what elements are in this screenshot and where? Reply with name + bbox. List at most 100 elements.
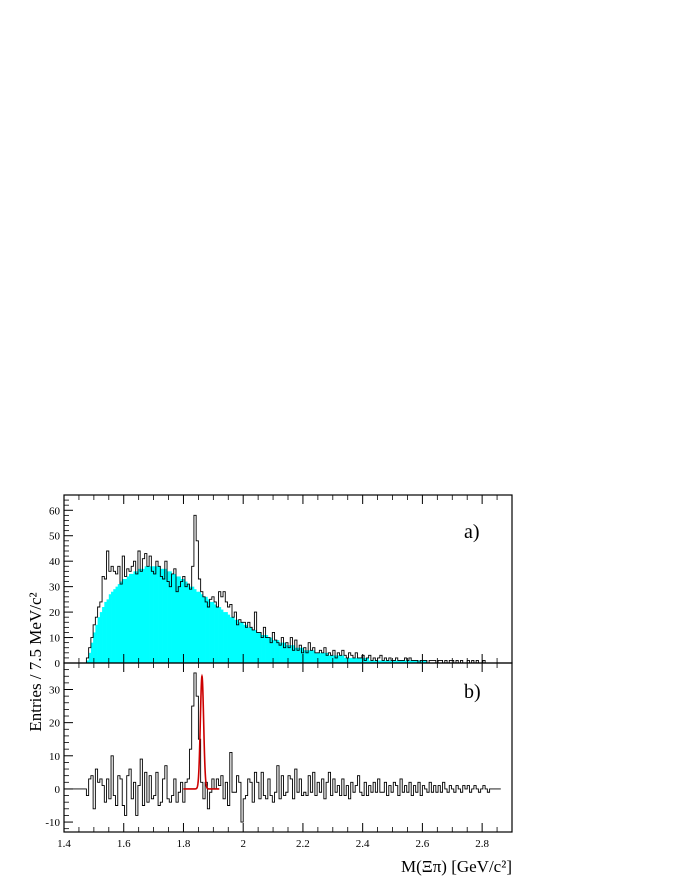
panel-b-data-histogram bbox=[64, 672, 501, 823]
panel-a-fill-bin bbox=[167, 571, 170, 663]
x-tick-label: 2.2 bbox=[296, 838, 310, 850]
panel-b-plot-area bbox=[64, 672, 501, 823]
panel-a-fill-bin bbox=[323, 652, 327, 663]
panel-a-fill-bin bbox=[288, 645, 291, 663]
panel-a-fill-bin bbox=[93, 632, 96, 663]
panel-a-fill-bin bbox=[207, 599, 210, 663]
panel-a-fill-bin bbox=[236, 619, 240, 663]
panel-a-fill-bin bbox=[256, 632, 260, 663]
panel-a-fill-bin bbox=[220, 609, 224, 663]
panel-a-fill-bin bbox=[292, 645, 296, 663]
panel-a-fill-bin bbox=[144, 566, 148, 663]
panel-a-fill-bin bbox=[305, 650, 309, 663]
y-tick-label: 0 bbox=[55, 784, 61, 796]
panel-a-fill-bin bbox=[225, 612, 228, 663]
panel-a-fill-bin bbox=[368, 660, 372, 663]
panel-a-plot-area bbox=[64, 514, 501, 663]
panel-a-fill-bin bbox=[328, 655, 331, 663]
panel-a-fill-bin bbox=[137, 568, 141, 663]
y-tick-label: 20 bbox=[49, 718, 61, 730]
panel-a-fill-bin bbox=[117, 584, 121, 663]
panel-a-fill-bin bbox=[404, 660, 408, 663]
panel-a-fill-bin bbox=[299, 647, 302, 663]
panel-a-fill-bin bbox=[155, 566, 159, 663]
panel-a-fill-bin bbox=[97, 617, 101, 663]
panel-a-fill-bin bbox=[357, 657, 361, 663]
panel-a-fill-bin bbox=[180, 579, 184, 663]
panel-a-fill-bin bbox=[124, 579, 128, 663]
panel-a-fill-bin bbox=[202, 596, 206, 663]
panel-a-fill-bin bbox=[319, 652, 322, 663]
panel-a-fill-bin bbox=[126, 576, 130, 663]
panel-a-fill-bin bbox=[254, 629, 257, 663]
panel-b-frame bbox=[63, 662, 513, 833]
panel-a-fill-bin bbox=[111, 591, 114, 663]
panel-a-fill-bin bbox=[276, 640, 280, 663]
panel-a-fill-bin bbox=[337, 655, 340, 663]
panel-a-fill-bin bbox=[373, 660, 376, 663]
panel-a-fill-bin bbox=[424, 660, 428, 663]
panel-a-fill-bin bbox=[341, 655, 345, 663]
panel-a-fill-bin bbox=[361, 657, 365, 663]
panel-a-fill-bin bbox=[384, 660, 387, 663]
panel-a-fill-bin bbox=[247, 627, 251, 663]
panel-a-fill-bin bbox=[281, 642, 284, 663]
y-tick-label: 30 bbox=[49, 582, 61, 594]
panel-a-fill-bin bbox=[209, 601, 213, 663]
panel-a-fill-bin bbox=[261, 635, 264, 663]
y-tick-label: 20 bbox=[49, 607, 61, 619]
panel-a-fill-bin bbox=[296, 647, 300, 663]
panel-a-fill-bin bbox=[279, 642, 282, 663]
y-tick-label: 10 bbox=[49, 633, 61, 645]
panel-a-fill-bin bbox=[274, 640, 278, 663]
panel-a-fill-bin bbox=[135, 571, 139, 663]
y-tick-label: -10 bbox=[45, 817, 60, 829]
panel-a-fill-bin bbox=[187, 584, 190, 663]
panel-a-fill-bin bbox=[314, 652, 318, 663]
panel-a-fill-bin bbox=[312, 650, 316, 663]
panel-a-fill-bin bbox=[339, 655, 343, 663]
panel-a-fill-bin bbox=[294, 647, 298, 663]
panel-a-fill-bin bbox=[106, 599, 110, 663]
panel-a-fill-bin bbox=[153, 566, 157, 663]
panel-a-fill-bin bbox=[173, 573, 177, 663]
panel-a-fill-bin bbox=[214, 604, 217, 663]
panel-b-label: b) bbox=[464, 681, 481, 703]
panel-a-fill-bin bbox=[330, 655, 334, 663]
y-tick-label: 0 bbox=[55, 658, 61, 670]
panel-a-fill-bin bbox=[283, 642, 287, 663]
panel-a-fill-bin bbox=[393, 660, 396, 663]
panel-a-fill-bin bbox=[413, 660, 417, 663]
panel-a-fill-bin bbox=[366, 657, 369, 663]
panel-a-fill-bin bbox=[102, 607, 105, 663]
x-tick-label: 2.4 bbox=[356, 838, 370, 850]
panel-a-fill-bin bbox=[133, 571, 137, 663]
x-tick-label: 1.8 bbox=[177, 838, 191, 850]
panel-a-fill-bin bbox=[252, 629, 255, 663]
panel-a-fill-bin bbox=[285, 645, 289, 663]
panel-a-fill-bin bbox=[335, 655, 338, 663]
panel-a-fill-bin bbox=[411, 660, 414, 663]
x-tick-label: 2.8 bbox=[475, 838, 489, 850]
y-tick-label: 60 bbox=[49, 505, 61, 517]
panel-a-fill-bin bbox=[400, 660, 403, 663]
panel-a-fill-bin bbox=[326, 652, 329, 663]
panel-a-fill-bin bbox=[348, 657, 352, 663]
panel-a-fill-bin bbox=[232, 617, 235, 663]
panel-a-fill-bin bbox=[88, 652, 92, 663]
y-tick-label: 30 bbox=[49, 685, 61, 697]
panel-a-fill-bin bbox=[272, 640, 275, 663]
panel-a-fill-bin bbox=[308, 650, 311, 663]
x-tick-label: 1.4 bbox=[57, 838, 71, 850]
panel-a-fill-bin bbox=[86, 660, 89, 663]
panel-a-fill-bin bbox=[249, 627, 253, 663]
panel-a-fill-bin bbox=[169, 571, 172, 663]
panel-a-data-histogram bbox=[64, 514, 501, 663]
panel-a-fill-bin bbox=[377, 660, 381, 663]
panel-a-fill-bin bbox=[417, 660, 421, 663]
panel-a-fill-bin bbox=[386, 660, 390, 663]
panel-a-fill-bin bbox=[90, 642, 94, 663]
panel-a-fill-bin bbox=[160, 568, 163, 663]
panel-a-fill-bin bbox=[245, 624, 249, 663]
